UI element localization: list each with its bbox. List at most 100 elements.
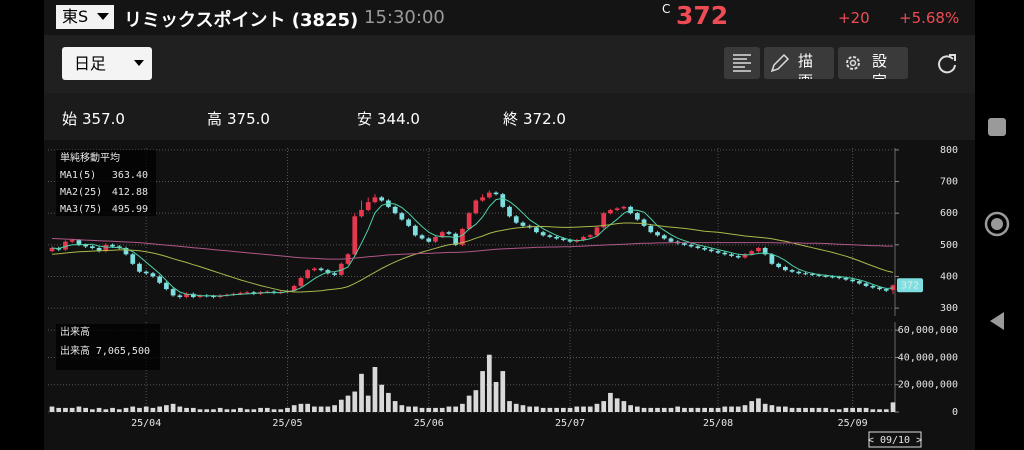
candle-body [843,278,849,280]
candle-body [137,263,142,272]
change: +20 [838,9,870,27]
volume-bar [608,392,613,412]
volume-bar [534,406,539,412]
candle-body [63,241,68,250]
ohlc-label: 始 [62,110,78,128]
volume-bar [305,403,311,412]
candle-body [96,247,102,252]
nav-recent[interactable] [988,118,1006,136]
candle-body [702,247,707,250]
candle-body [594,227,600,236]
price-flag: C [662,2,671,16]
candle-body [49,247,55,252]
candle-body [406,219,411,226]
ma-line [51,238,893,260]
candle-body [534,227,539,233]
volume-bar [231,409,237,412]
candle-body [742,254,748,258]
candle-body [863,283,869,286]
icon [770,53,790,73]
y-tick-label: 0 [952,407,958,418]
candle-body [365,202,371,211]
settings-label: 設定 [872,52,892,79]
settings-button[interactable]: 設定 [838,47,908,79]
candle-body [157,276,163,283]
indicator-button[interactable] [724,47,760,79]
volume-bar [164,405,169,412]
candle-body [601,213,607,228]
candle-body [486,192,492,198]
candle-body [708,249,714,252]
candle-body [830,276,835,278]
candle-body [890,285,896,291]
candle-body [682,243,687,245]
candle-body [668,238,674,242]
y-tick-label: 20,000,000 [898,380,958,391]
candle-body [453,233,459,245]
candle-body [116,246,122,248]
x-tick-label: 25/05 [272,418,302,429]
volume-bar [170,403,176,412]
candle-body [507,206,512,217]
y-tick-label: 800 [940,145,958,156]
candle-body [782,266,788,271]
reload-button[interactable] [934,51,960,77]
y-tick-label: 300 [940,303,958,314]
volume-bar [439,407,445,412]
ohlc-item: 終 372.0 [503,108,566,129]
candle-body [796,271,802,274]
volume-bar [406,406,411,412]
candle-body [291,285,297,291]
ohlc-item: 安 344.0 [357,108,420,129]
volume-bar [386,392,391,412]
icon [733,54,751,72]
legend-name: 出来高 [60,344,90,357]
volume-bar [883,409,889,412]
volume-bar [412,406,418,412]
volume-bar [392,401,398,412]
candle-body [170,289,176,296]
nav-back[interactable] [990,312,1004,330]
volume-bar [809,407,815,412]
volume-bar [285,407,290,412]
volume-bar [870,409,876,412]
candle-body [123,247,129,255]
volume-bar [69,407,75,412]
candle-body [567,240,573,242]
volume-bar [655,407,660,412]
candle-body [493,192,499,195]
market-select[interactable]: 東S [56,5,114,29]
volume-bar [789,407,795,412]
ohlc-label: 高 [207,110,223,128]
volume-bar [264,407,270,412]
volume-bar [419,407,425,412]
candle-body [83,244,88,247]
volume-bar [190,407,196,412]
volume-bar [513,403,519,412]
volume-bar [103,409,109,412]
candle-body [762,247,768,255]
legend-name: MA1(5) [60,170,96,181]
volume-bar [782,406,788,412]
volume-bar [96,407,102,412]
candle-body [715,251,721,253]
volume-bar [729,406,734,412]
candle-body [446,232,452,234]
candle-body [211,296,216,298]
candle-body [466,213,472,229]
time: 15:30:00 [364,7,445,28]
volume-bar [527,406,533,412]
volume-bar [224,409,230,412]
volume-bar [217,407,223,412]
period-select[interactable]: 日足 [62,47,152,80]
volume-bar [110,407,115,412]
ohlc-value: 344.0 [377,110,420,128]
nav-home[interactable] [984,211,1010,237]
volume-bar [123,407,129,412]
volume-bar [399,405,405,412]
volume-bar [877,409,882,412]
candle-body [244,292,250,294]
draw-button[interactable]: 描画 [764,47,834,79]
